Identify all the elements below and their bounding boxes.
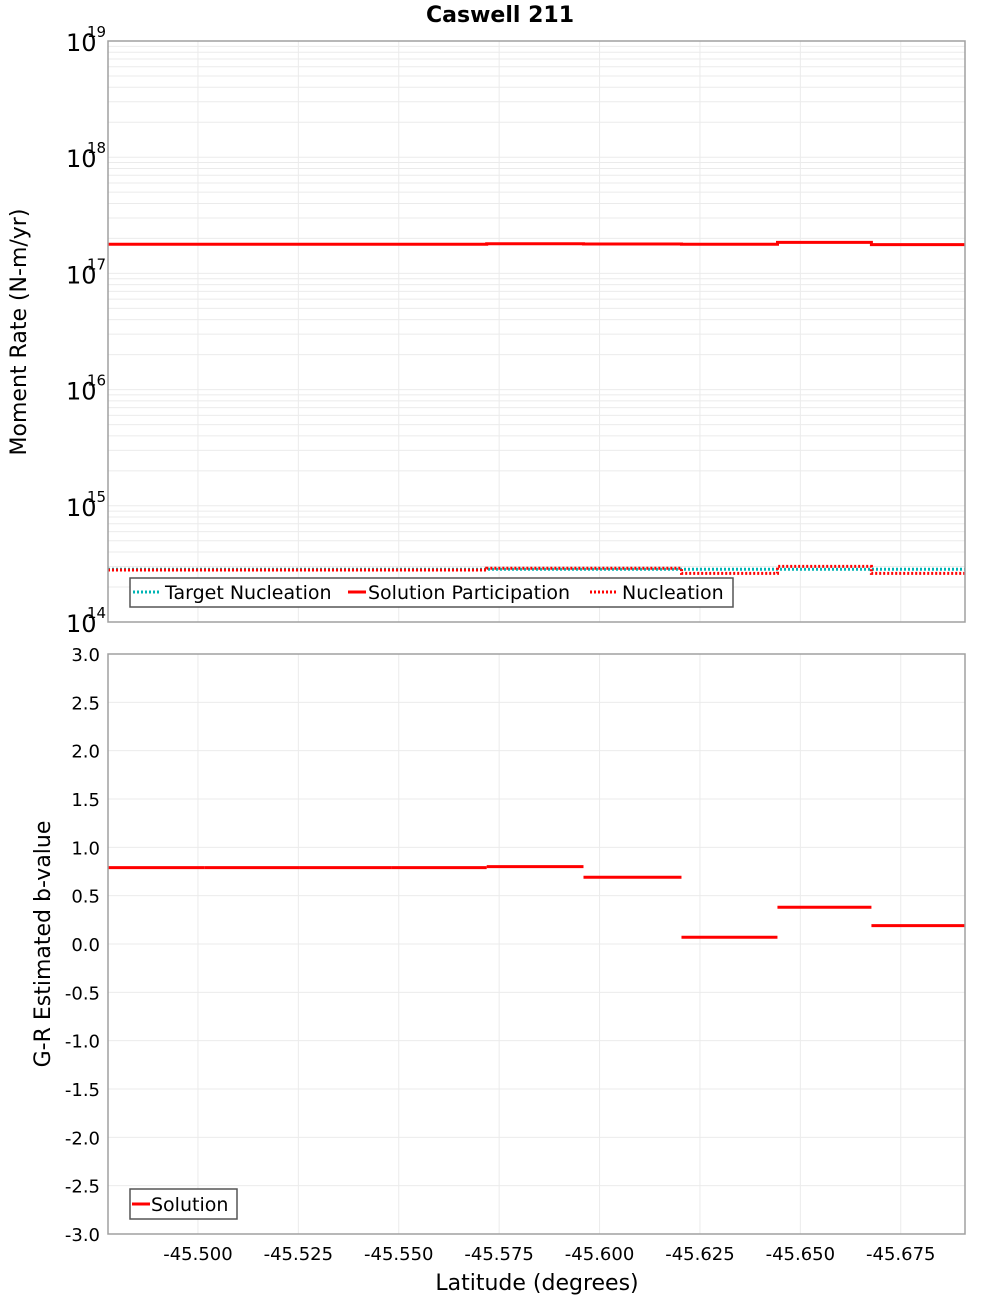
y-tick-label: 0.5 [71, 887, 100, 908]
legend-solution-participation: Solution Participation [368, 582, 570, 604]
y-tick-label: 10 [66, 261, 97, 289]
y-tick-exponent: 16 [87, 372, 106, 390]
y-tick-label: 10 [66, 494, 97, 522]
bottom-grid [108, 653, 965, 1235]
bottom-plot-frame [107, 653, 966, 1235]
series-solution-participation [108, 240, 965, 247]
y-tick-label: -1.0 [65, 1032, 100, 1053]
top-legend-box [129, 577, 734, 608]
y-tick-label: -2.5 [65, 1177, 100, 1198]
y-tick-label: 10 [66, 378, 97, 406]
chart-title: Caswell 211 [426, 3, 574, 28]
bottom-y-ticks: 3.0 2.5 2.0 1.5 1.0 0.5 0.0 -0.5 -1.0 -1.5 -2.0 -2.… [65, 645, 100, 1246]
y-tick-label: 3.0 [71, 645, 100, 666]
legend-target-nucleation: Target Nucleation [164, 582, 332, 604]
bottom-y-axis-label: G-R Estimated b-value [31, 821, 56, 1068]
x-tick-label: -45.550 [364, 1244, 433, 1265]
top-series [108, 240, 965, 575]
bottom-series [108, 865, 965, 939]
y-tick-label: 2.0 [71, 742, 100, 763]
x-ticks: -45.500 -45.525 -45.550 -45.575 -45.600 -45.6… [163, 1244, 935, 1265]
y-tick-label: -3.0 [65, 1225, 100, 1246]
legend-nucleation: Nucleation [622, 582, 724, 604]
top-y-axis-label: Moment Rate (N-m/yr) [7, 209, 32, 456]
y-tick-label: 0.0 [71, 935, 100, 956]
y-tick-exponent: 14 [87, 604, 106, 622]
x-tick-label: -45.600 [565, 1244, 634, 1265]
x-axis-label: Latitude (degrees) [435, 1271, 638, 1296]
y-tick-label: 1.5 [71, 790, 100, 811]
x-tick-label: -45.500 [163, 1244, 232, 1265]
y-tick-label: 2.5 [71, 693, 100, 714]
y-tick-label: -2.0 [65, 1128, 100, 1149]
y-tick-label: 10 [66, 145, 97, 173]
top-plot-frame [107, 40, 966, 623]
series-nucleation [108, 564, 965, 575]
y-tick-label: 1.0 [71, 838, 100, 859]
y-tick-exponent: 15 [87, 488, 106, 506]
x-tick-label: -45.675 [866, 1244, 935, 1265]
x-tick-label: -45.625 [665, 1244, 734, 1265]
top-grid [108, 41, 965, 623]
x-tick-label: -45.575 [464, 1244, 533, 1265]
x-tick-label: -45.650 [766, 1244, 835, 1265]
legend-solution: Solution [151, 1194, 228, 1216]
y-tick-label: 10 [66, 29, 97, 57]
y-tick-label: 10 [66, 610, 97, 638]
y-tick-label: -0.5 [65, 983, 100, 1004]
top-legend: Target Nucleation Solution Participation… [129, 577, 734, 608]
y-tick-exponent: 18 [87, 139, 106, 157]
bottom-legend: Solution [129, 1188, 238, 1220]
y-tick-exponent: 17 [87, 255, 106, 273]
y-tick-exponent: 19 [87, 23, 106, 41]
y-tick-label: -1.5 [65, 1080, 100, 1101]
x-tick-label: -45.525 [264, 1244, 333, 1265]
